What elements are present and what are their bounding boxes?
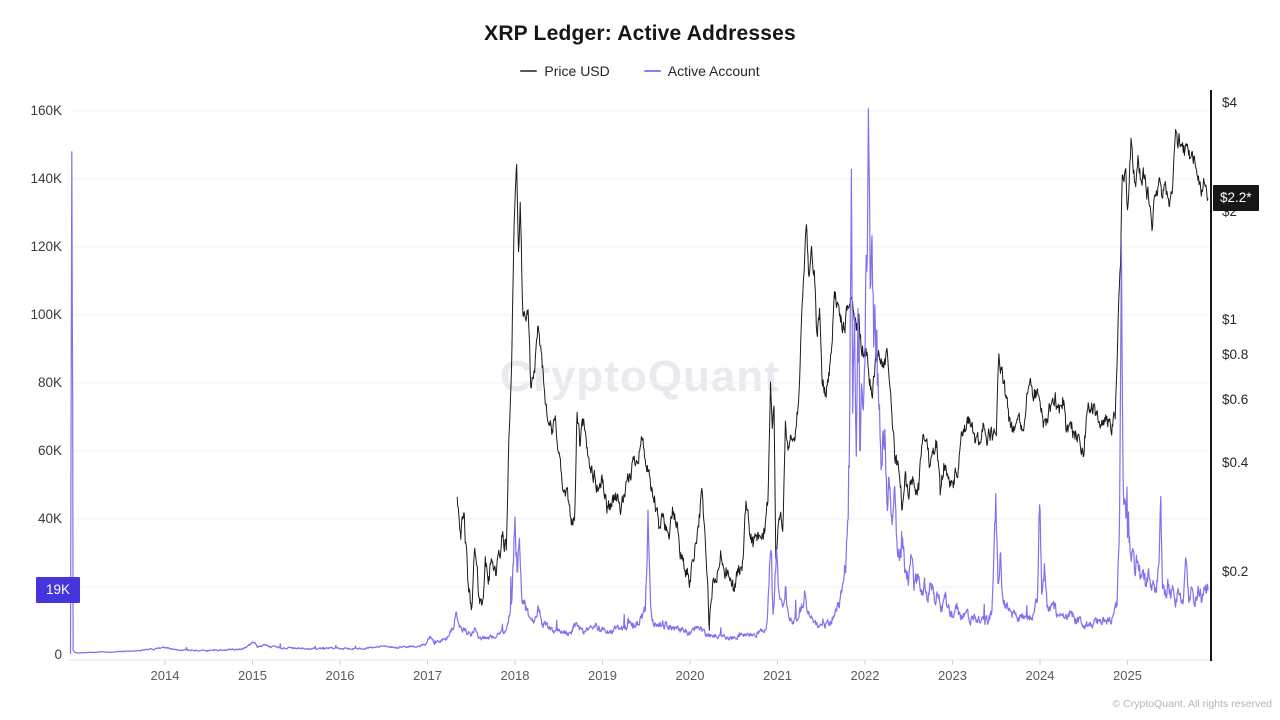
series-layer — [69, 107, 1209, 655]
copyright-notice: © CryptoQuant. All rights reserved — [1112, 698, 1272, 710]
price-usd-line — [456, 129, 1209, 631]
gridlines — [72, 110, 1210, 588]
price-current-value-badge: $2.2* — [1213, 185, 1259, 212]
chart-title: XRP Ledger: Active Addresses — [484, 22, 796, 45]
active-account-line — [69, 107, 1209, 655]
legend-label-price-usd: Price USD — [544, 63, 610, 79]
legend-label-active-account: Active Account — [667, 63, 760, 79]
active-account-current-value-badge: 19K — [36, 577, 80, 604]
cryptoquant-watermark: CryptoQuant — [500, 352, 780, 401]
legend: Price USD Active Account — [0, 63, 1280, 79]
active-account-line-swatch-icon — [643, 70, 661, 72]
legend-item-price-usd[interactable]: Price USD — [520, 63, 610, 79]
price-line-swatch-icon — [520, 70, 538, 72]
x-axis-ticks — [164, 660, 1128, 665]
legend-item-active-account[interactable]: Active Account — [643, 63, 760, 79]
